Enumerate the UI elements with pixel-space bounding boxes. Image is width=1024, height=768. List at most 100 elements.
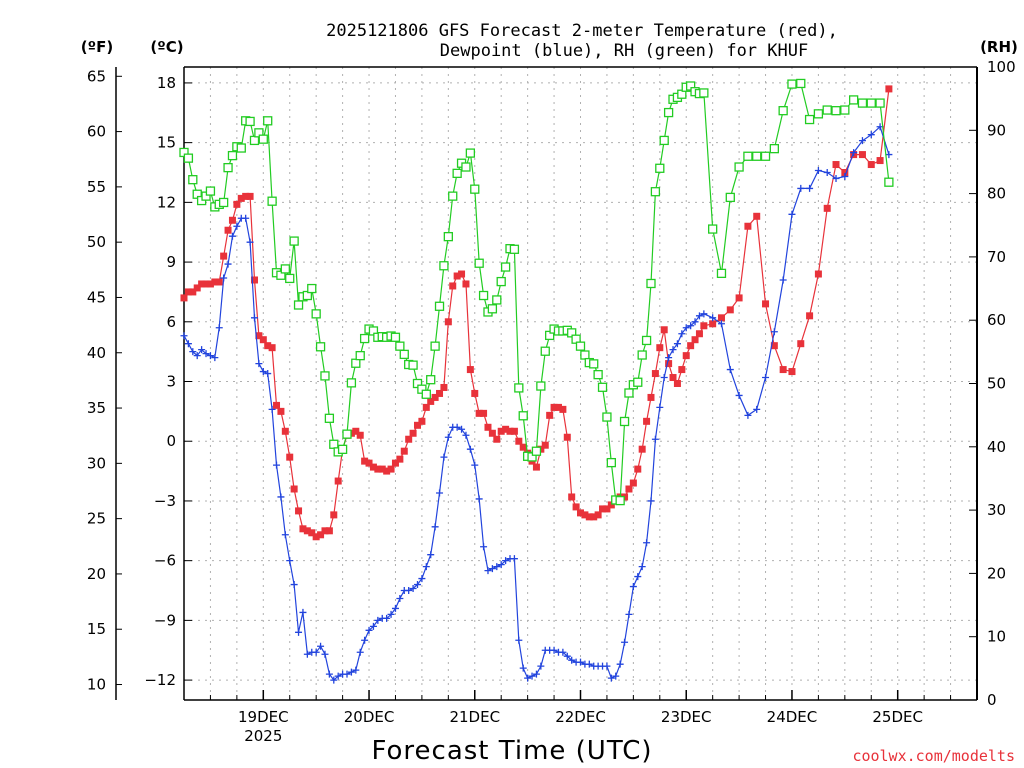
rh-point [531,446,542,456]
temperature-point [189,288,197,296]
rh-point [399,349,409,360]
temperature-point [365,459,373,467]
temperature-point [577,509,584,517]
dewpoint-point [409,585,417,593]
temperature-point [228,216,236,224]
rh-point [426,375,436,385]
temperature-point [303,527,311,535]
fahrenheit-tick-label: 35 [87,399,106,417]
temperature-point [590,513,598,521]
temperature-point [259,336,267,344]
dewpoint-point [422,563,430,571]
rh-point [708,224,718,234]
rh-point [227,150,238,161]
temperature-point [691,336,699,344]
rh-point [641,335,652,346]
dewpoint-point [299,608,307,616]
rh-point [258,134,268,144]
dewpoint-point [405,587,413,595]
temperature-point [788,368,796,376]
temperature-point [744,222,752,230]
temperature-point [237,194,245,202]
dewpoint-point [436,489,444,497]
rh-point [822,105,832,115]
temperature-point [832,161,840,169]
dewpoint-point [458,425,466,433]
temperature-point [572,503,580,511]
dewpoint-point [444,433,452,441]
rh-point [249,135,260,146]
rh-point [408,360,418,370]
temperature-point [427,397,435,405]
temperature-point [321,527,329,535]
temperature-point [378,465,386,473]
dewpoint-point [550,646,558,654]
unit-label-rh: (RH) [980,38,1018,56]
dewpoint-point [198,346,206,354]
dewpoint-point [255,360,263,368]
rh-point [663,107,674,118]
dewpoint-point [806,184,814,192]
rh-point [390,332,401,342]
chart-title-line2: Dewpoint (blue), RH (green) for KHUF [440,41,808,61]
rh-point [752,151,762,161]
rh-point [307,283,317,294]
x-tick-label: 24DEC [767,708,818,726]
temperature-point [220,252,228,260]
dewpoint-point [788,210,796,218]
rh-point [884,177,894,187]
rh-point [804,114,815,125]
temperature-point [242,192,250,200]
dewpoint-point [691,318,699,326]
rh-point [395,341,405,351]
temperature-point [634,465,642,473]
rh-point [421,389,431,399]
temperature-point [735,294,743,302]
rh-point [769,144,779,154]
dewpoint-point [726,366,734,374]
dewpoint-point [524,674,532,682]
temperature-point [466,366,474,374]
dewpoint-point [497,561,505,569]
rh-point [461,162,471,172]
rh-point [492,295,502,305]
dewpoint-point [629,583,637,591]
dewpoint-point [471,461,479,469]
rh-point [606,457,616,468]
dewpoint-point [365,626,373,634]
temperature-point [814,270,822,278]
dewpoint-point [480,543,488,551]
rh-point [478,290,489,301]
temperature-point [202,280,210,288]
temperature-point [405,435,413,443]
temperature-point [673,380,681,387]
fahrenheit-tick-label: 10 [87,676,106,694]
temperature-point [436,389,444,397]
temperature-point [290,485,298,493]
temperature-point [497,427,505,435]
temperature-point [858,151,866,159]
x-tick-label: 20DEC [344,708,395,726]
dewpoint-series-line [183,125,890,681]
rh-point [734,162,744,172]
temperature-point [515,437,523,445]
rh-point [831,106,841,116]
rh-point [311,309,321,319]
dewpoint-point [717,320,725,328]
temperature-point [268,344,276,352]
dewpoint-point [616,660,624,668]
rh-point [518,411,528,421]
dewpoint-point [537,662,545,670]
rh-point [624,388,634,398]
rh-point [848,95,859,105]
temperature-point [770,342,778,350]
dewpoint-point [369,622,377,630]
dewpoint-point [273,461,281,469]
temperature-point [607,501,615,509]
rh-point [699,88,709,98]
temperature-point [603,505,611,513]
dewpoint-point [387,610,395,618]
rh-point [320,371,330,381]
rh-point [646,278,656,289]
dewpoint-point [246,238,254,246]
